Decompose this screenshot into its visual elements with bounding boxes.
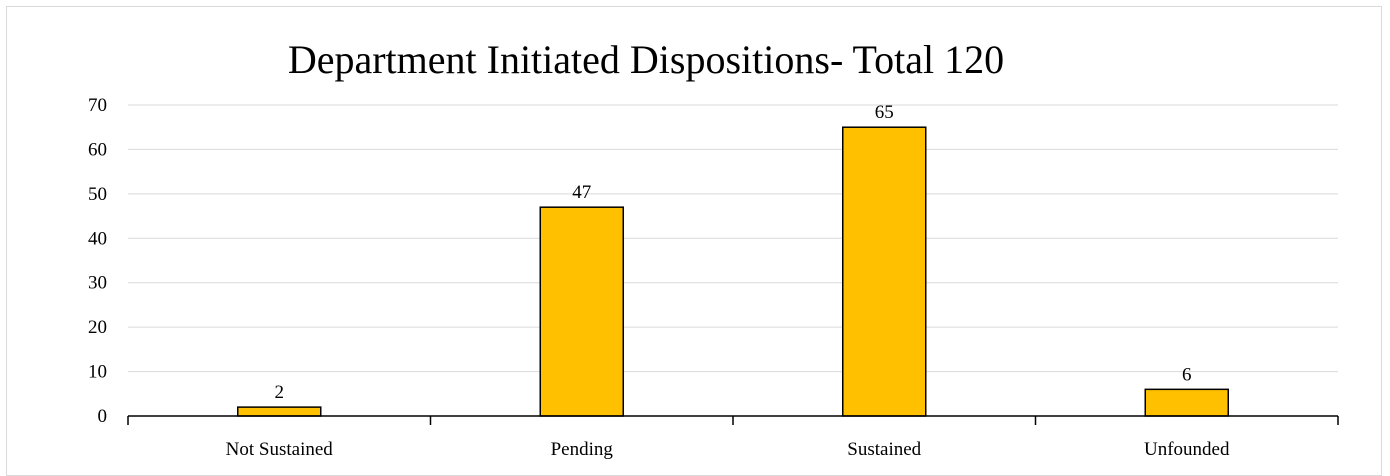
y-tick-label-40: 40 [88,228,107,249]
y-tick-label-70: 70 [88,95,107,116]
y-tick-label-60: 60 [88,139,107,160]
bars [237,126,1229,417]
y-tick-label-20: 20 [88,317,107,338]
x-tick-label-pending: Pending [551,439,614,460]
y-tick-label-50: 50 [88,184,107,205]
chart-title: Department Initiated Dispositions- Total… [288,37,1004,82]
y-tick-label-10: 10 [88,362,107,383]
bar-sustained [842,126,927,417]
data-label-unfounded: 6 [1182,364,1192,385]
x-tick-label-unfounded: Unfounded [1144,439,1230,460]
data-label-pending: 47 [572,182,591,203]
bar-chart: Department Initiated Dispositions- Total… [88,37,1339,460]
bar-not-sustained [237,406,322,417]
x-tick-label-sustained: Sustained [847,439,921,460]
bar-unfounded [1144,388,1229,417]
bar-pending [539,206,624,417]
data-label-sustained: 65 [875,102,894,123]
y-tick-label-0: 0 [98,406,108,427]
x-tick-label-not-sustained: Not Sustained [226,439,334,460]
y-tick-label-30: 30 [88,273,107,294]
data-label-not-sustained: 2 [275,382,285,403]
y-axis-ticks: 0 10 20 30 40 50 60 70 [88,95,107,427]
x-axis: Not Sustained Pending Sustained Unfounded [127,415,1339,460]
data-labels: 2 47 65 6 [275,102,1192,403]
gridlines [128,104,1338,373]
